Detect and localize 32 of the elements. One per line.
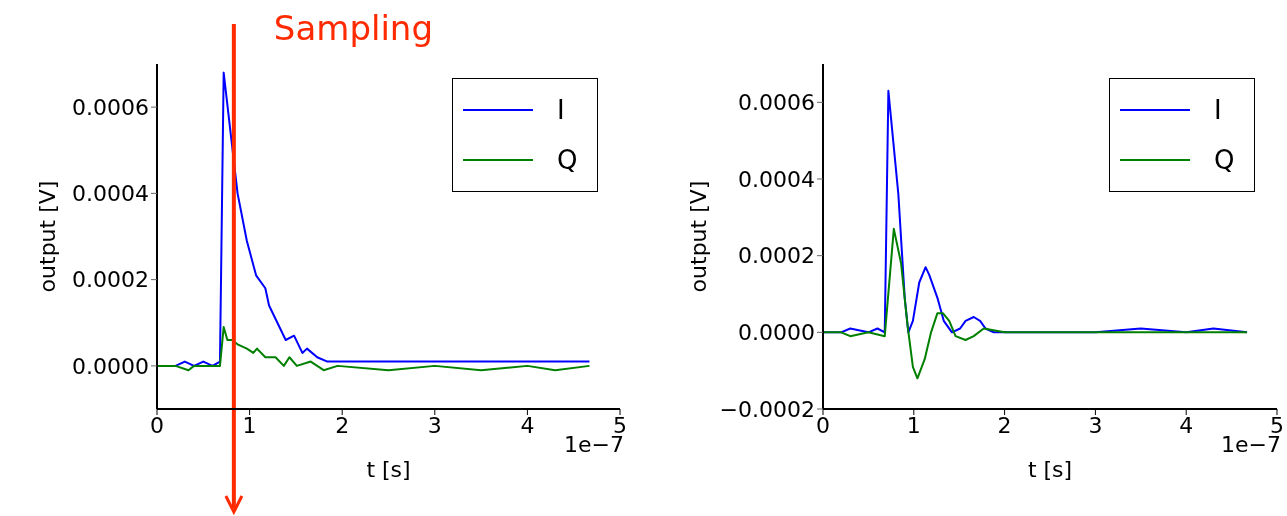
y-axis-title: output [V]	[34, 180, 60, 293]
x-tick-label: 2	[335, 412, 350, 438]
y-tick-label: 0.0002	[72, 267, 149, 293]
y-axis-title: output [V]	[685, 180, 711, 293]
x-tick-label: 4	[1179, 412, 1194, 438]
y-tick-label: 0.0006	[72, 94, 149, 120]
y-tick-label: 0.0006	[738, 90, 815, 116]
text: 1e−7	[1221, 432, 1281, 457]
y-tick-label: −0.0002	[719, 396, 815, 422]
x-tick-label: 4	[520, 412, 535, 438]
x-tick-label: 0	[816, 412, 830, 438]
x-tick-label: 1	[906, 412, 921, 438]
text: 1e−7	[564, 432, 624, 457]
ref-line-label: Sampling	[273, 8, 434, 48]
y-tick-label: 0.0000	[72, 353, 149, 379]
legend-label: Q	[557, 145, 579, 175]
y-tick-label: 0.0002	[738, 243, 815, 269]
x-tick-label: 3	[1088, 412, 1103, 438]
x-tick-label: 1	[242, 412, 257, 438]
x-axis-title: t [s]	[1027, 457, 1073, 482]
y-tick-label: 0.0000	[738, 320, 815, 346]
x-tick-label: 0	[150, 412, 164, 438]
line-series	[823, 227, 1249, 380]
x-tick-label: 2	[997, 412, 1012, 438]
x-tick-label: 3	[427, 412, 442, 438]
x-axis-title: t [s]	[366, 457, 411, 482]
y-tick-label: 0.0004	[738, 166, 815, 192]
legend-label: I	[557, 95, 566, 125]
y-tick-label: 0.0004	[72, 181, 149, 207]
line-series	[157, 326, 591, 372]
legend-label: I	[1214, 95, 1223, 125]
legend-label: Q	[1214, 145, 1236, 175]
